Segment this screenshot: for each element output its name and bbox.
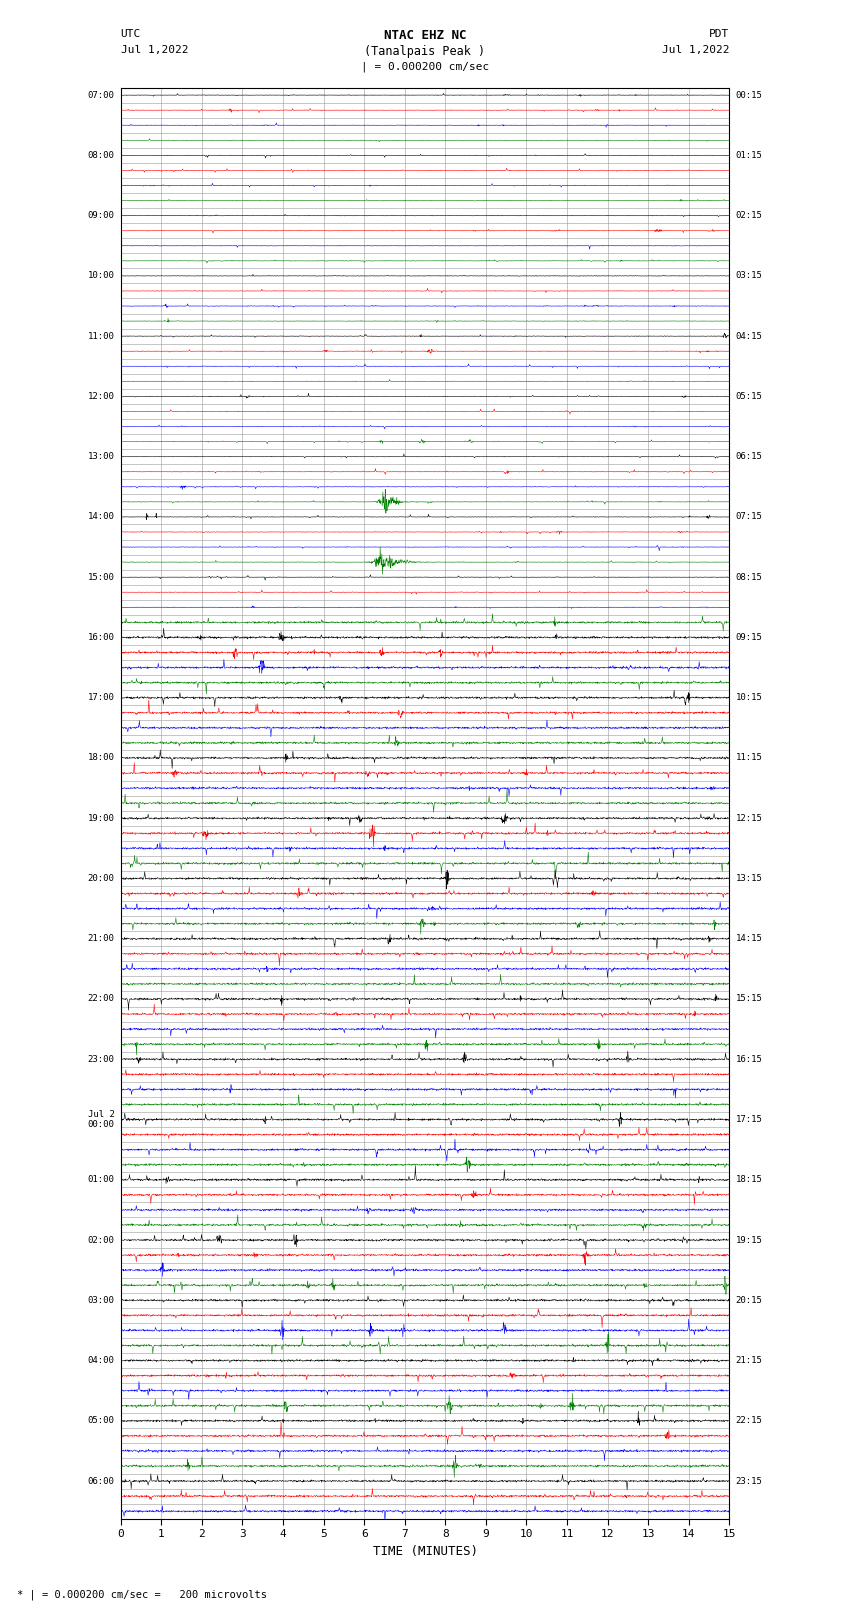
Text: 19:00: 19:00 <box>88 813 115 823</box>
Text: 09:00: 09:00 <box>88 211 115 219</box>
Text: 18:00: 18:00 <box>88 753 115 763</box>
Text: 21:00: 21:00 <box>88 934 115 944</box>
Text: 12:15: 12:15 <box>735 813 762 823</box>
Text: 04:15: 04:15 <box>735 332 762 340</box>
Text: 14:15: 14:15 <box>735 934 762 944</box>
Text: * | = 0.000200 cm/sec =   200 microvolts: * | = 0.000200 cm/sec = 200 microvolts <box>17 1589 267 1600</box>
Text: 00:00: 00:00 <box>88 1119 115 1129</box>
Text: 15:00: 15:00 <box>88 573 115 582</box>
Text: 07:00: 07:00 <box>88 90 115 100</box>
Text: 07:15: 07:15 <box>735 513 762 521</box>
Text: 21:15: 21:15 <box>735 1357 762 1365</box>
Text: 10:15: 10:15 <box>735 694 762 702</box>
Text: PDT: PDT <box>709 29 729 39</box>
Text: 00:15: 00:15 <box>735 90 762 100</box>
Text: 01:15: 01:15 <box>735 152 762 160</box>
Text: 19:15: 19:15 <box>735 1236 762 1245</box>
Text: 11:00: 11:00 <box>88 332 115 340</box>
Text: 03:15: 03:15 <box>735 271 762 281</box>
Text: 14:00: 14:00 <box>88 513 115 521</box>
Text: 06:00: 06:00 <box>88 1476 115 1486</box>
Text: 18:15: 18:15 <box>735 1176 762 1184</box>
Text: 08:00: 08:00 <box>88 152 115 160</box>
Text: 13:15: 13:15 <box>735 874 762 882</box>
Text: Jul 1,2022: Jul 1,2022 <box>121 45 188 55</box>
Text: 17:00: 17:00 <box>88 694 115 702</box>
Text: Jul 2: Jul 2 <box>88 1110 115 1119</box>
Text: 23:15: 23:15 <box>735 1476 762 1486</box>
Text: 15:15: 15:15 <box>735 995 762 1003</box>
X-axis label: TIME (MINUTES): TIME (MINUTES) <box>372 1545 478 1558</box>
Text: 23:00: 23:00 <box>88 1055 115 1063</box>
Text: 02:15: 02:15 <box>735 211 762 219</box>
Text: 05:15: 05:15 <box>735 392 762 402</box>
Text: UTC: UTC <box>121 29 141 39</box>
Text: 20:15: 20:15 <box>735 1295 762 1305</box>
Text: 01:00: 01:00 <box>88 1176 115 1184</box>
Text: 11:15: 11:15 <box>735 753 762 763</box>
Text: 12:00: 12:00 <box>88 392 115 402</box>
Text: 13:00: 13:00 <box>88 452 115 461</box>
Text: 04:00: 04:00 <box>88 1357 115 1365</box>
Text: 06:15: 06:15 <box>735 452 762 461</box>
Text: 09:15: 09:15 <box>735 632 762 642</box>
Text: Jul 1,2022: Jul 1,2022 <box>662 45 729 55</box>
Text: 08:15: 08:15 <box>735 573 762 582</box>
Text: 20:00: 20:00 <box>88 874 115 882</box>
Text: 22:00: 22:00 <box>88 995 115 1003</box>
Text: NTAC EHZ NC: NTAC EHZ NC <box>383 29 467 42</box>
Text: 16:15: 16:15 <box>735 1055 762 1063</box>
Text: 05:00: 05:00 <box>88 1416 115 1426</box>
Text: 17:15: 17:15 <box>735 1115 762 1124</box>
Text: 03:00: 03:00 <box>88 1295 115 1305</box>
Text: 10:00: 10:00 <box>88 271 115 281</box>
Text: (Tanalpais Peak ): (Tanalpais Peak ) <box>365 45 485 58</box>
Text: | = 0.000200 cm/sec: | = 0.000200 cm/sec <box>361 61 489 73</box>
Text: 02:00: 02:00 <box>88 1236 115 1245</box>
Text: 16:00: 16:00 <box>88 632 115 642</box>
Text: 22:15: 22:15 <box>735 1416 762 1426</box>
